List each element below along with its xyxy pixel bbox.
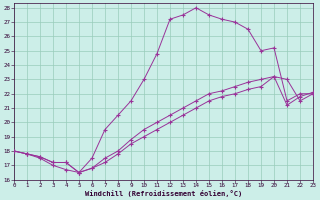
X-axis label: Windchill (Refroidissement éolien,°C): Windchill (Refroidissement éolien,°C) — [85, 190, 242, 197]
